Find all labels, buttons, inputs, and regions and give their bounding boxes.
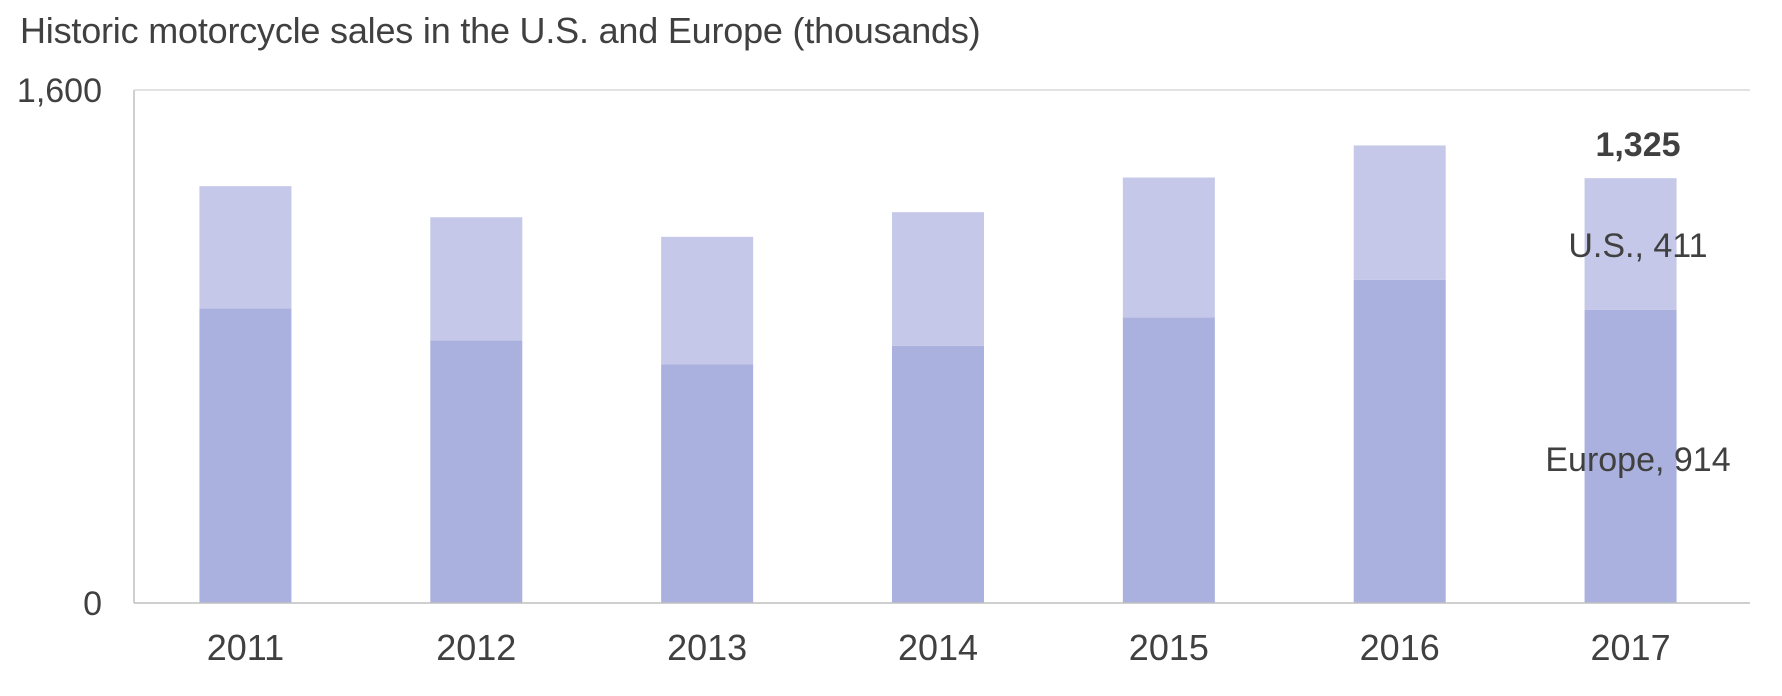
y-tick-label: 1,600 xyxy=(17,72,102,110)
total-label-2017: 1,325 xyxy=(1595,126,1680,164)
bar-europe-2013 xyxy=(661,364,754,603)
bar-us-2014 xyxy=(892,212,984,346)
x-tick-label: 2014 xyxy=(898,627,978,668)
bar-europe-2016 xyxy=(1353,279,1446,603)
bar-us-2011 xyxy=(199,186,292,309)
y-tick-labels: 0 1,600 xyxy=(17,72,102,623)
bar-us-2015 xyxy=(1122,177,1215,318)
x-tick-label: 2016 xyxy=(1360,627,1440,668)
chart-title: Historic motorcycle sales in the U.S. an… xyxy=(20,10,981,51)
x-tick-labels: 2011 2012 2013 2014 2015 2016 2017 xyxy=(207,627,1671,668)
bar-us-2016 xyxy=(1353,145,1446,280)
x-tick-label: 2011 xyxy=(207,627,284,668)
y-tick-label: 0 xyxy=(83,585,102,623)
bar-us-2017 xyxy=(1584,178,1677,310)
bar-us-2013 xyxy=(661,236,754,365)
bar-us-2012 xyxy=(430,217,523,341)
bar-europe-2015 xyxy=(1122,317,1215,603)
x-tick-label: 2017 xyxy=(1591,627,1671,668)
bar-europe-2011 xyxy=(199,308,292,603)
us-series-label: U.S., 411 xyxy=(1568,227,1707,265)
x-tick-label: 2012 xyxy=(436,627,516,668)
annotations: 1,325 U.S., 411 Europe, 914 xyxy=(1545,126,1730,479)
bar-europe-2014 xyxy=(892,345,984,603)
x-tick-label: 2015 xyxy=(1129,627,1209,668)
bar-europe-2012 xyxy=(430,340,523,603)
bar-europe-2017 xyxy=(1584,309,1677,603)
bars-layer xyxy=(199,145,1677,603)
x-tick-label: 2013 xyxy=(667,627,747,668)
europe-series-label: Europe, 914 xyxy=(1545,441,1730,479)
